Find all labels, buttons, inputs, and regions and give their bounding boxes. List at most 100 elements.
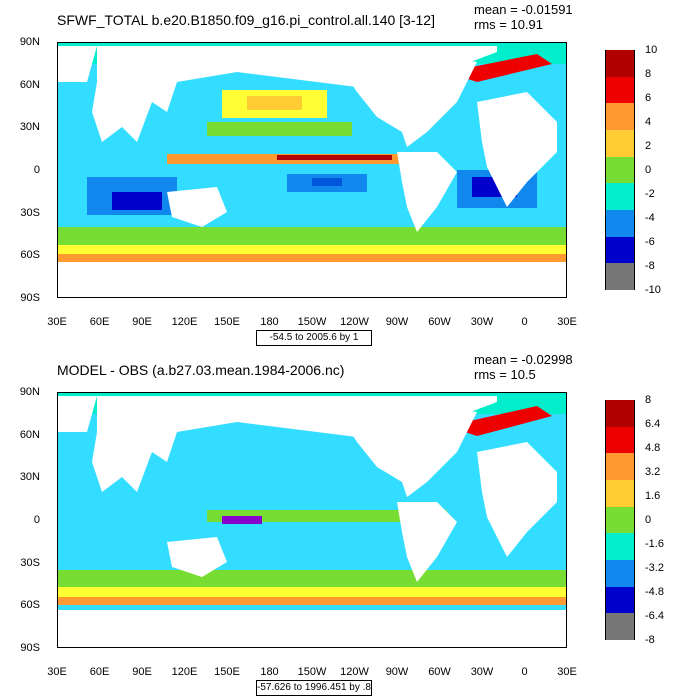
north-atlantic-red — [447, 406, 552, 436]
colorbar-box — [605, 76, 635, 104]
colorbar-label: 6.4 — [645, 418, 661, 430]
colorbar-box — [605, 586, 635, 614]
lon-label: 60W — [428, 666, 451, 678]
indian-ocean-dark — [112, 192, 162, 210]
colorbar — [605, 400, 635, 640]
lat-label: 60S — [20, 599, 40, 612]
north-pacific-green — [207, 122, 352, 136]
lat-label: 60S — [20, 249, 40, 262]
colorbar-label: -8 — [645, 634, 655, 646]
lon-label: 120W — [340, 666, 369, 678]
colorbar — [605, 50, 635, 290]
southern-yellow — [57, 587, 567, 597]
rms-value: rms = 10.91 — [474, 17, 544, 32]
colorbar-box — [605, 560, 635, 587]
rms-value: rms = 10.5 — [474, 367, 536, 382]
lon-label: 0 — [521, 316, 528, 328]
colorbar-label: -8 — [645, 260, 655, 272]
colorbar-label: 0 — [645, 514, 652, 526]
lat-label: 30S — [20, 206, 40, 219]
panel-title: MODEL - OBS (a.b27.03.mean.1984-2006.nc) — [57, 362, 345, 378]
southern-ocean-orange — [57, 254, 567, 262]
australia-land — [167, 537, 227, 577]
north-america-land — [337, 52, 477, 147]
colorbar-label: -6 — [645, 236, 655, 248]
south-of-ocean — [57, 610, 567, 648]
southern-green — [57, 570, 567, 588]
colorbar-label: 8 — [645, 68, 652, 80]
colorbar-box — [605, 50, 635, 77]
colorbar-box — [605, 263, 635, 290]
lon-label: 120E — [171, 666, 198, 678]
colorbar-label: -6.4 — [645, 610, 664, 622]
lat-label: 30N — [19, 121, 40, 134]
south-pacific-dark — [312, 178, 342, 186]
panel-sfwf-total: SFWF_TOTAL b.e20.B1850.f09_g16.pi_contro… — [19, 2, 661, 346]
mean-value: mean = -0.01591 — [474, 2, 573, 17]
southern-orange — [57, 597, 567, 605]
map-frame — [57, 42, 567, 298]
lat-label: 60N — [19, 428, 40, 441]
colorbar-box — [605, 426, 635, 454]
colorbar-box — [605, 210, 635, 237]
lat-label: 90N — [19, 386, 40, 398]
colorbar-label: 10 — [645, 44, 658, 56]
itcz-core — [277, 155, 392, 160]
lon-label: 60W — [428, 316, 451, 328]
colorbar-box — [605, 506, 635, 534]
south-of-ocean — [57, 262, 567, 298]
colorbar-box — [605, 103, 635, 130]
north-america-land — [337, 402, 477, 497]
colorbar-label: -2 — [645, 188, 655, 200]
panel-model-minus-obs: MODEL - OBS (a.b27.03.mean.1984-2006.nc)… — [0, 350, 700, 700]
lat-label: 30S — [20, 556, 40, 569]
lon-label: 90W — [385, 666, 409, 678]
africa-land — [477, 442, 557, 557]
lon-label: 180 — [260, 316, 279, 328]
lon-label: 150E — [214, 316, 240, 328]
colorbar-label: -4 — [645, 212, 655, 224]
lon-label: 30W — [470, 666, 494, 678]
north-atlantic-red — [447, 54, 552, 82]
lon-label: 30E — [47, 666, 67, 678]
lat-label: 30N — [19, 471, 40, 484]
world-map — [57, 392, 567, 648]
lon-label: 120E — [171, 316, 198, 328]
colorbar-label: -3.2 — [645, 562, 664, 574]
colorbar-label: -10 — [645, 284, 661, 296]
colorbar-box — [605, 613, 635, 640]
colorbar-box — [605, 130, 635, 157]
lat-label: 90S — [20, 292, 40, 304]
colorbar-label: 6 — [645, 92, 652, 104]
lon-label: 90W — [385, 316, 409, 328]
panel-title: SFWF_TOTAL b.e20.B1850.f09_g16.pi_contro… — [57, 12, 435, 28]
lon-label: 30W — [470, 316, 494, 328]
colorbar-box — [605, 480, 635, 507]
australia-land — [167, 187, 227, 227]
lon-label: 60E — [89, 666, 110, 678]
colorbar-box — [605, 453, 635, 480]
colorbar-label: 4.8 — [645, 442, 661, 454]
colorbar-box — [605, 236, 635, 264]
lat-label: 0 — [33, 164, 40, 176]
lon-label: 150E — [214, 666, 240, 678]
colorbar-label: 2 — [645, 140, 652, 152]
map-frame — [57, 392, 567, 648]
equatorial-purple — [222, 516, 262, 524]
colorbar-label: -1.6 — [645, 538, 664, 550]
lon-label: 60E — [89, 316, 110, 328]
lat-label: 0 — [33, 514, 40, 526]
lon-label: 150W — [297, 666, 327, 678]
world-map — [57, 42, 567, 298]
lon-label: 0 — [521, 666, 528, 678]
africa-land — [477, 92, 557, 207]
lon-label: 90E — [132, 666, 152, 678]
colorbar-label: 8 — [645, 394, 652, 406]
colorbar-box — [605, 156, 635, 184]
colorbar-label: 4 — [645, 116, 652, 128]
colorbar-box — [605, 400, 635, 427]
lon-label: 180 — [260, 666, 279, 678]
equatorial-green — [207, 510, 447, 522]
south-america-land — [397, 502, 457, 582]
colorbar-label: 0 — [645, 164, 652, 176]
